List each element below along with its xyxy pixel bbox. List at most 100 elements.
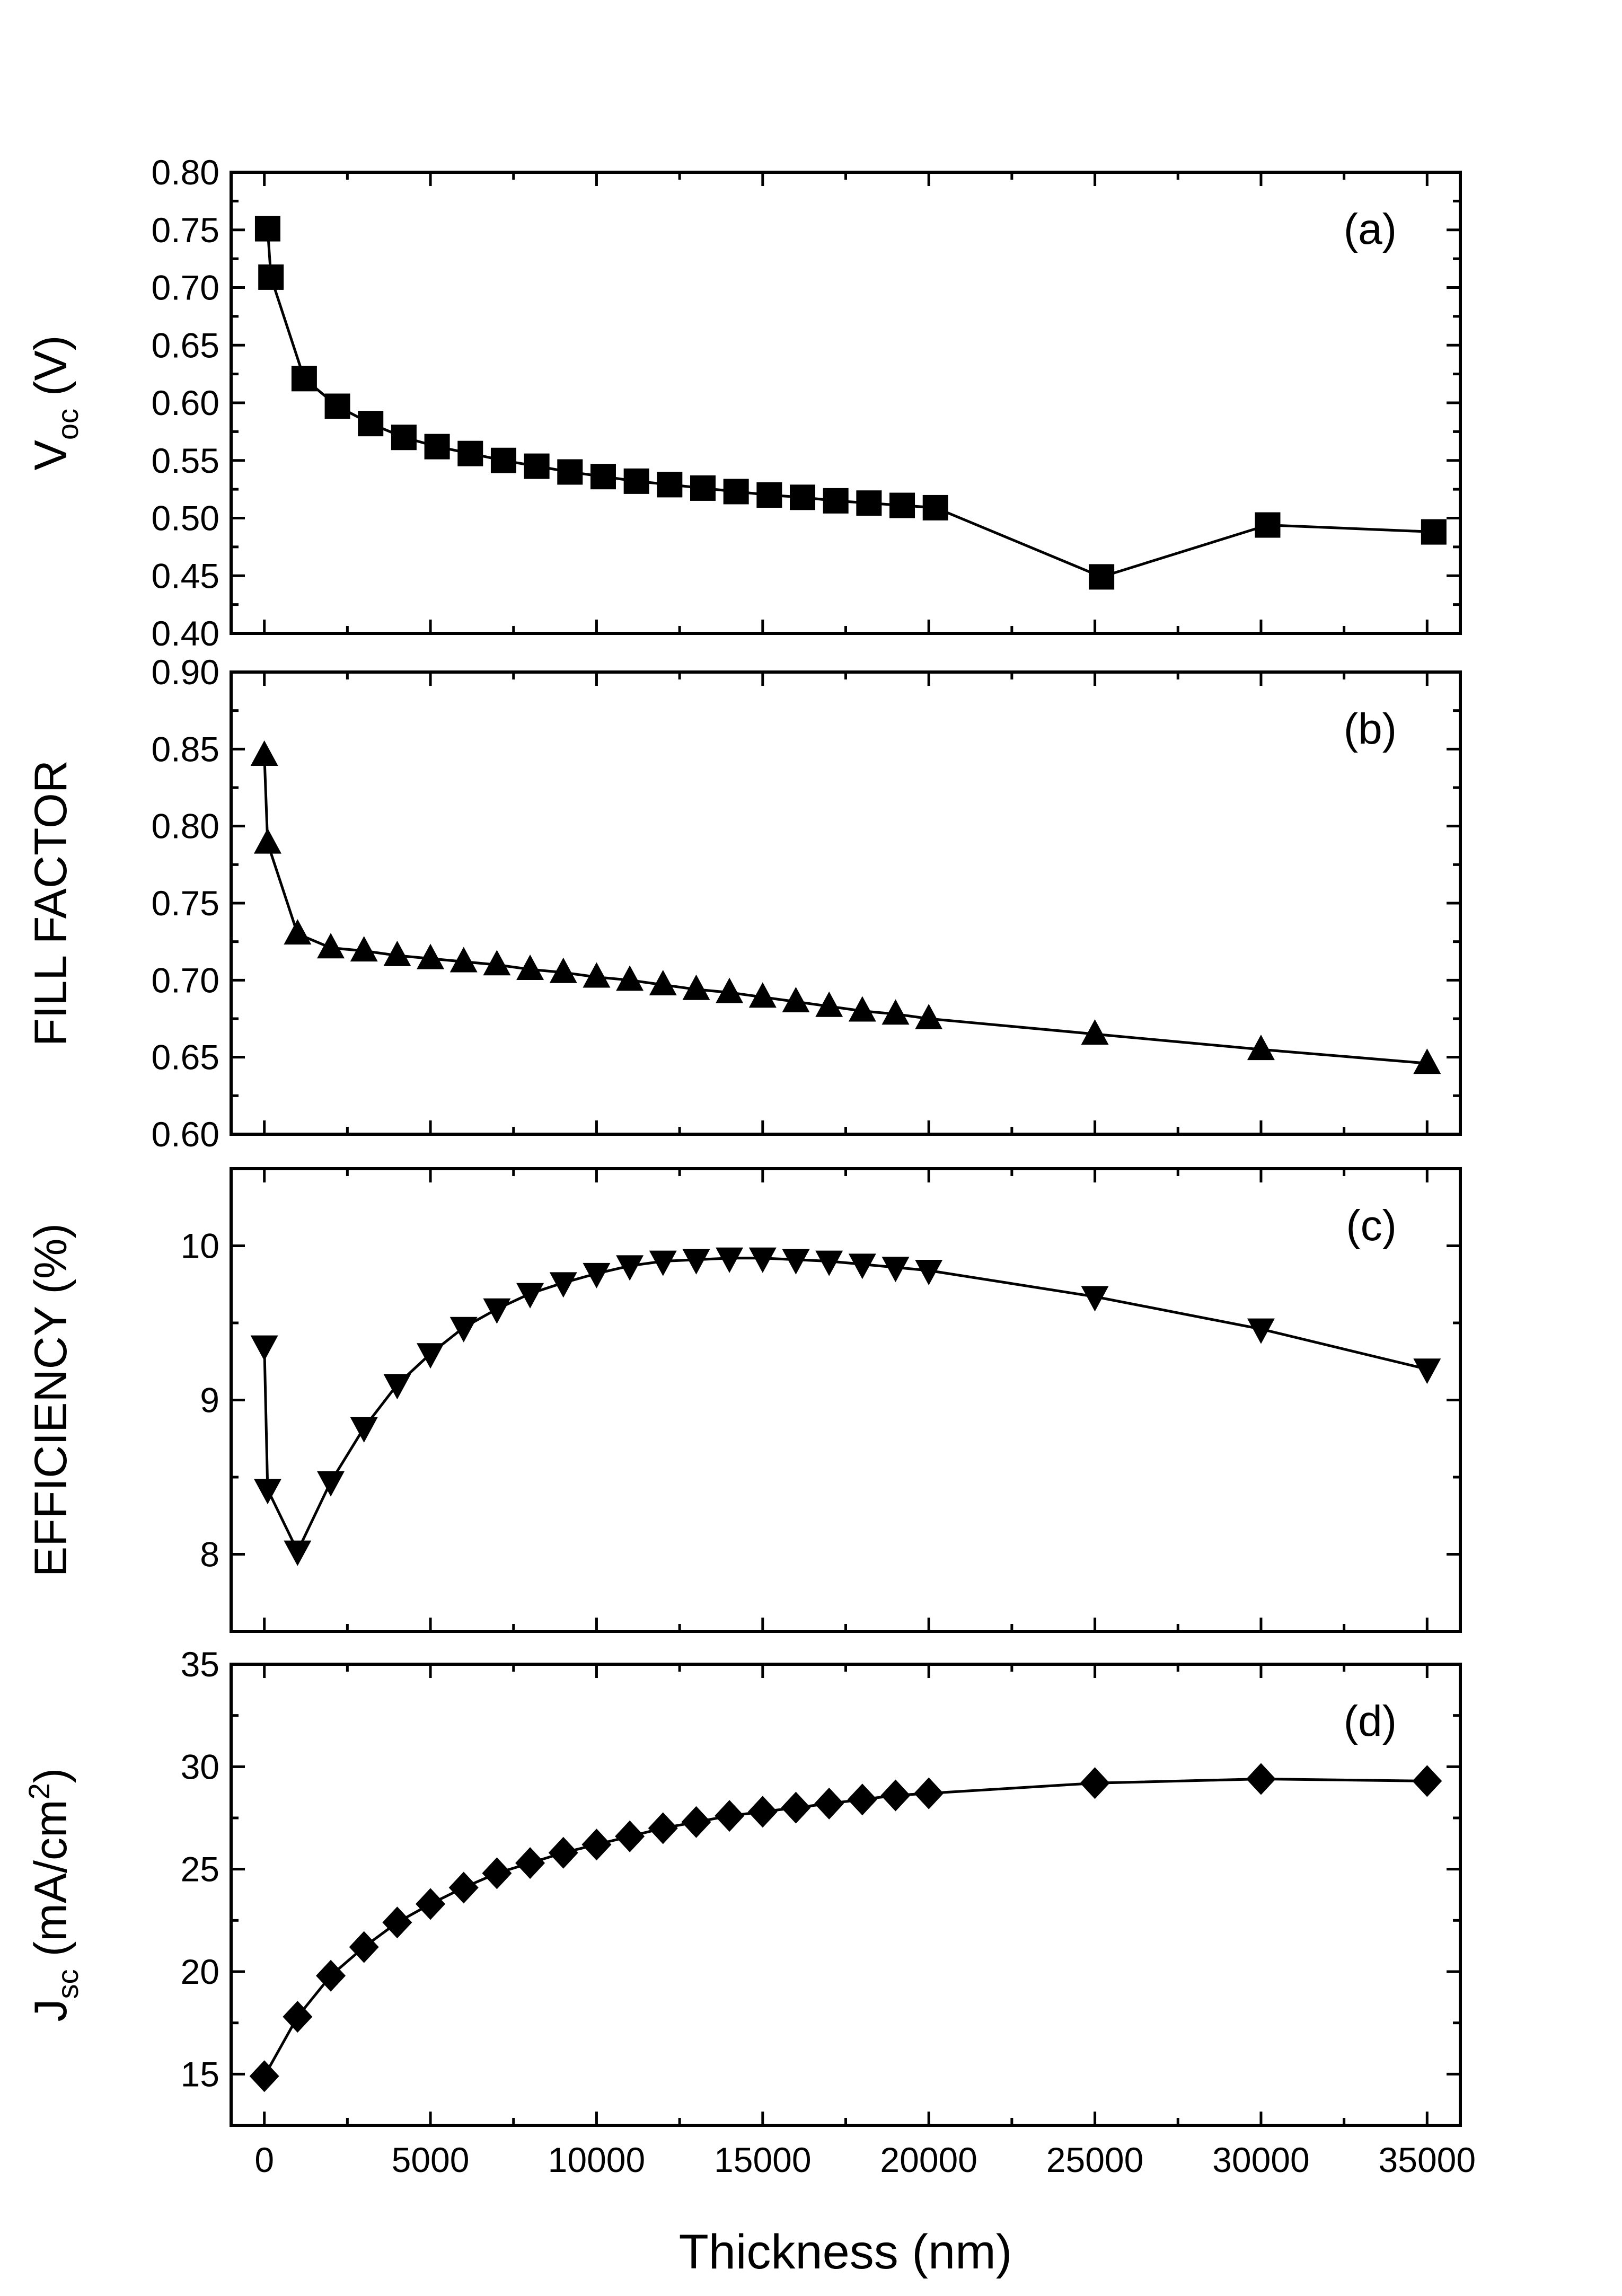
y-tick-label: 0.65	[152, 325, 219, 365]
y-tick-label: 0.80	[152, 807, 219, 846]
data-point	[250, 740, 278, 766]
data-point	[880, 1779, 911, 1812]
x-tick-label: 10000	[548, 2140, 646, 2179]
data-point	[1413, 1358, 1441, 1384]
data-point	[823, 488, 849, 514]
y-axis-label-sub: sc	[51, 1969, 84, 1999]
data-point	[253, 828, 281, 854]
y-tick-label: 0.40	[152, 614, 219, 653]
y-axis-label-unit: (V)	[25, 335, 76, 409]
data-point	[424, 434, 450, 460]
data-point	[781, 1791, 811, 1824]
data-point	[382, 1906, 412, 1939]
y-axis-label: Jsc (mA/cm2)	[22, 1768, 84, 2022]
data-point	[457, 440, 483, 466]
x-tick-label: 25000	[1046, 2140, 1144, 2179]
data-point	[449, 947, 478, 973]
data-point	[583, 1262, 611, 1288]
data-point	[1247, 1035, 1275, 1061]
y-tick-label: 30	[181, 1747, 219, 1786]
data-point	[483, 1298, 511, 1324]
y-tick-label: 0.70	[152, 268, 219, 307]
y-tick-label: 0.85	[152, 729, 219, 769]
y-tick-label: 20	[181, 1952, 219, 1991]
plot-frame	[230, 171, 1462, 635]
data-point	[756, 482, 782, 508]
y-tick-label: 15	[181, 2054, 219, 2094]
data-point	[349, 1931, 379, 1963]
x-tick-label: 35000	[1379, 2140, 1476, 2179]
data-point	[657, 472, 683, 498]
series-line	[263, 1777, 1427, 2077]
data-point	[814, 1787, 844, 1820]
data-point	[1412, 1765, 1442, 1797]
data-point	[915, 1004, 943, 1029]
data-point	[324, 393, 350, 419]
x-tick-label: 15000	[714, 2140, 812, 2179]
data-point	[1255, 512, 1281, 538]
data-point	[516, 954, 544, 980]
data-point	[1413, 1048, 1441, 1074]
data-point	[1081, 1019, 1109, 1045]
data-point	[317, 1471, 345, 1497]
data-point	[790, 484, 816, 510]
data-point	[548, 1836, 578, 1869]
y-axis-label-unit: (mA/cm	[25, 1799, 76, 1969]
data-point	[1421, 519, 1447, 545]
data-point	[682, 1249, 710, 1275]
series-line	[263, 755, 1427, 1065]
data-point	[715, 1800, 745, 1832]
data-point	[848, 1253, 876, 1279]
x-tick-label: 20000	[880, 2140, 977, 2179]
data-point	[616, 965, 644, 991]
data-point	[448, 1871, 479, 1904]
y-tick-label: 0.45	[152, 556, 219, 595]
data-point	[317, 933, 345, 959]
panel-d: 15 20 25 30 35 0 5000 10000 15000 20000 25000 30000…	[22, 1645, 1476, 2179]
data-point	[723, 479, 749, 505]
data-point	[782, 987, 810, 1013]
data-point	[649, 970, 677, 996]
x-tick-label: 5000	[392, 2140, 470, 2179]
data-point	[681, 1806, 711, 1838]
y-axis-label: EFFICIENCY (%)	[25, 1223, 76, 1577]
data-point	[914, 1777, 944, 1809]
y-axis-label: Voc (V)	[25, 335, 84, 470]
data-point	[915, 1260, 943, 1286]
panel-label: (a)	[1344, 205, 1397, 253]
data-point	[358, 411, 384, 437]
data-point	[549, 1272, 577, 1298]
data-point	[747, 1796, 778, 1828]
data-point	[482, 1857, 512, 1889]
data-point	[648, 1812, 678, 1844]
y-tick-label: 25	[181, 1850, 219, 1889]
y-tick-label: 9	[200, 1381, 219, 1420]
plot-frame	[230, 670, 1462, 1136]
data-point	[516, 1283, 544, 1309]
data-point	[1080, 1767, 1110, 1799]
data-point	[881, 1257, 910, 1283]
data-point	[748, 1247, 777, 1273]
data-point	[889, 492, 915, 518]
y-axis-label-main: J	[25, 1999, 76, 2021]
data-point	[254, 216, 280, 242]
data-point	[284, 919, 312, 945]
y-axis-label-sup: 2	[22, 1783, 56, 1799]
data-point	[515, 1847, 545, 1879]
y-tick-label: 0.80	[152, 153, 219, 192]
series-line	[263, 1257, 1427, 1555]
data-point	[524, 453, 550, 479]
data-point	[417, 943, 445, 969]
panel-a: 0.40 0.45 0.50 0.55 0.60 0.65 0.70 0.75 0.80 (a) V…	[25, 153, 1462, 653]
data-point	[682, 974, 710, 1000]
data-point	[284, 1540, 312, 1566]
data-point	[848, 996, 876, 1022]
panel-label: (b)	[1344, 705, 1397, 753]
y-tick-label: 0.60	[152, 1115, 219, 1154]
y-axis-label-sub: oc	[51, 409, 84, 440]
data-point	[383, 940, 411, 966]
data-point	[616, 1255, 644, 1281]
data-point	[1246, 1763, 1276, 1795]
data-point	[581, 1829, 612, 1861]
